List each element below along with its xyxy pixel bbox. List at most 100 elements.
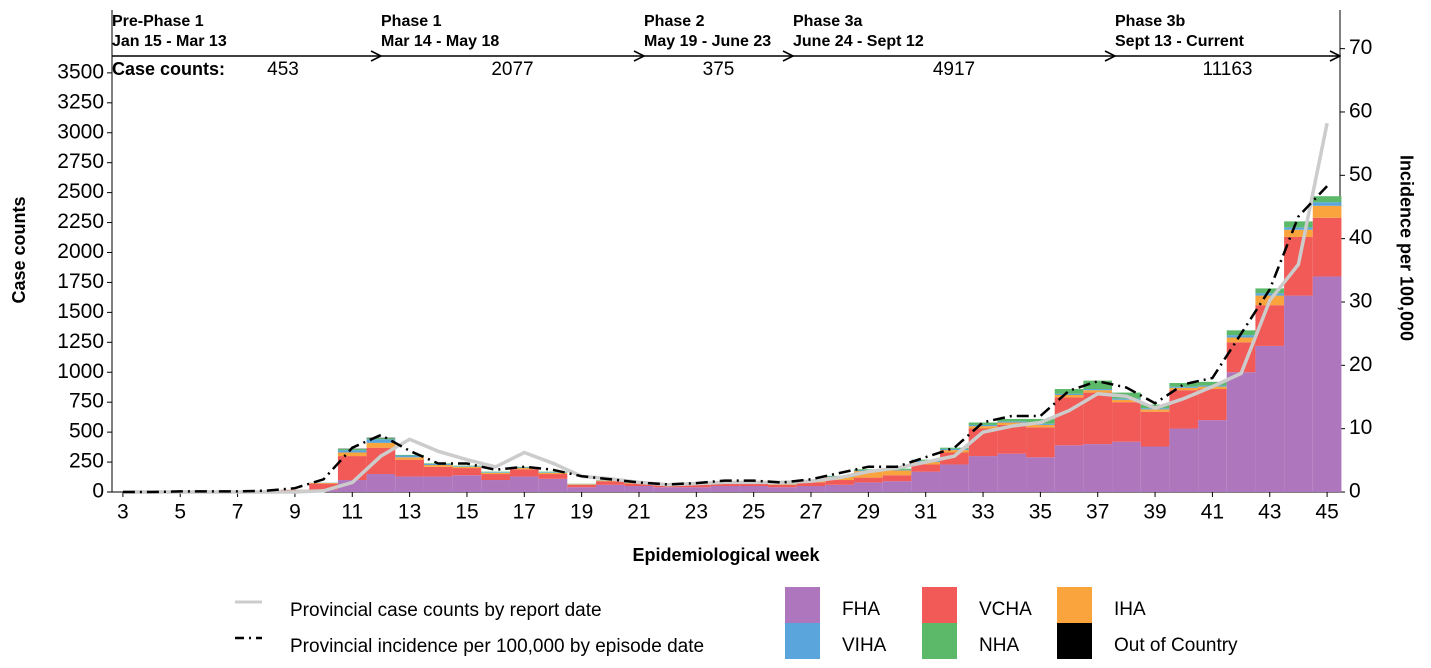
bar-segment bbox=[1083, 389, 1112, 390]
phase-name: Phase 3a bbox=[793, 13, 862, 30]
bar-segment bbox=[453, 468, 482, 475]
bar-segment bbox=[797, 486, 826, 492]
bar-segment bbox=[997, 421, 1026, 422]
x-tick-label: 13 bbox=[398, 501, 421, 524]
bar-segment bbox=[1055, 395, 1084, 397]
phase-name: Phase 2 bbox=[644, 13, 705, 30]
legend-label: Out of Country bbox=[1114, 635, 1238, 656]
bar-segment bbox=[1284, 296, 1313, 492]
y-tick-label: 1750 bbox=[57, 270, 104, 293]
bar-segment bbox=[367, 443, 396, 448]
bar-segment bbox=[1313, 206, 1342, 218]
bar-segment bbox=[768, 487, 797, 492]
bar-segment bbox=[395, 460, 424, 477]
bar-segment bbox=[969, 426, 998, 428]
y-tick-label: 1500 bbox=[57, 300, 104, 323]
bar-segment bbox=[424, 465, 453, 467]
bar-segment bbox=[1055, 394, 1084, 395]
legend-swatch bbox=[785, 623, 820, 659]
y2-tick-label: 10 bbox=[1349, 416, 1372, 439]
x-tick-label: 5 bbox=[174, 501, 186, 524]
phase-count: 4917 bbox=[933, 59, 975, 80]
bar-segment bbox=[969, 456, 998, 492]
y-tick-label: 1000 bbox=[57, 360, 104, 383]
bar-segment bbox=[1313, 218, 1342, 277]
phase-dates: Sept 13 - Current bbox=[1115, 33, 1245, 50]
bar-segment bbox=[481, 474, 510, 480]
bar-segment bbox=[1112, 402, 1141, 442]
bar-segment bbox=[825, 485, 854, 492]
bar-segment bbox=[1112, 442, 1141, 492]
legend-label: Provincial case counts by report date bbox=[290, 600, 602, 621]
y-tick-label: 3000 bbox=[57, 120, 104, 143]
bar-segment bbox=[854, 482, 883, 492]
y-tick-label: 2000 bbox=[57, 240, 104, 263]
bar-segment bbox=[1255, 293, 1284, 295]
y2-tick-label: 0 bbox=[1349, 480, 1361, 503]
phase-name: Phase 1 bbox=[381, 13, 442, 30]
bar-segment bbox=[1284, 230, 1313, 237]
y-tick-label: 2750 bbox=[57, 150, 104, 173]
bar-segment bbox=[768, 484, 797, 485]
phase-name: Pre-Phase 1 bbox=[112, 13, 204, 30]
x-tick-label: 21 bbox=[627, 501, 650, 524]
bar-segment bbox=[539, 479, 568, 492]
legend-swatch bbox=[1057, 623, 1092, 659]
bar-segment bbox=[1284, 227, 1313, 229]
phase-count: 453 bbox=[267, 59, 299, 80]
legend-label: VCHA bbox=[979, 599, 1032, 620]
bar-segment bbox=[653, 487, 682, 492]
x-tick-label: 9 bbox=[289, 501, 301, 524]
y-axis-label: Case counts bbox=[9, 196, 29, 303]
bar-segment bbox=[453, 475, 482, 492]
x-tick-label: 11 bbox=[341, 501, 363, 524]
bar-segment bbox=[481, 480, 510, 492]
legend-label: VIHA bbox=[842, 635, 887, 656]
y2-tick-label: 30 bbox=[1349, 290, 1372, 313]
x-tick-label: 33 bbox=[971, 501, 994, 524]
bar-segment bbox=[969, 423, 998, 425]
bar-segment bbox=[997, 454, 1026, 492]
bar-segment bbox=[1313, 196, 1342, 202]
bar-segment bbox=[682, 487, 711, 492]
bar-segment bbox=[1198, 420, 1227, 492]
x-tick-label: 37 bbox=[1086, 501, 1109, 524]
y2-tick-label: 60 bbox=[1349, 100, 1372, 123]
bar-segment bbox=[510, 469, 539, 476]
bar-segment bbox=[1169, 383, 1198, 387]
x-tick-label: 17 bbox=[513, 501, 536, 524]
x-axis-label: Epidemiological week bbox=[632, 545, 820, 565]
bar-segment bbox=[338, 452, 367, 456]
y-tick-label: 2250 bbox=[57, 210, 104, 233]
phase-dates: Jan 15 - Mar 13 bbox=[112, 33, 227, 50]
bar-segment bbox=[1083, 444, 1112, 492]
phase-count: 375 bbox=[703, 59, 735, 80]
bar-segment bbox=[395, 457, 424, 459]
bar-segment bbox=[1169, 387, 1198, 388]
y-tick-label: 2500 bbox=[57, 180, 104, 203]
bar-segment bbox=[453, 466, 482, 467]
x-tick-label: 39 bbox=[1143, 501, 1166, 524]
y2-tick-label: 50 bbox=[1349, 163, 1372, 186]
x-tick-label: 19 bbox=[570, 501, 593, 524]
phase-dates: June 24 - Sept 12 bbox=[793, 33, 924, 50]
bar-segment bbox=[481, 472, 510, 473]
bar-segment bbox=[911, 472, 940, 492]
y-tick-label: 750 bbox=[69, 390, 104, 413]
bar-segment bbox=[424, 467, 453, 477]
x-tick-label: 43 bbox=[1258, 501, 1281, 524]
y2-axis-label: Incidence per 100,000 bbox=[1396, 155, 1416, 341]
legend-label: NHA bbox=[979, 635, 1019, 656]
phase-dates: May 19 - June 23 bbox=[644, 33, 771, 50]
x-tick-label: 7 bbox=[232, 501, 244, 524]
bar-segment bbox=[1313, 276, 1342, 492]
bar-segment bbox=[395, 476, 424, 492]
bar-segment bbox=[969, 425, 998, 426]
y-tick-label: 250 bbox=[69, 450, 104, 473]
legend-swatch bbox=[785, 587, 820, 623]
bar-segment bbox=[1055, 445, 1084, 492]
x-tick-label: 27 bbox=[799, 501, 822, 524]
legend-swatch bbox=[1057, 587, 1092, 623]
bar-segment bbox=[825, 480, 854, 485]
